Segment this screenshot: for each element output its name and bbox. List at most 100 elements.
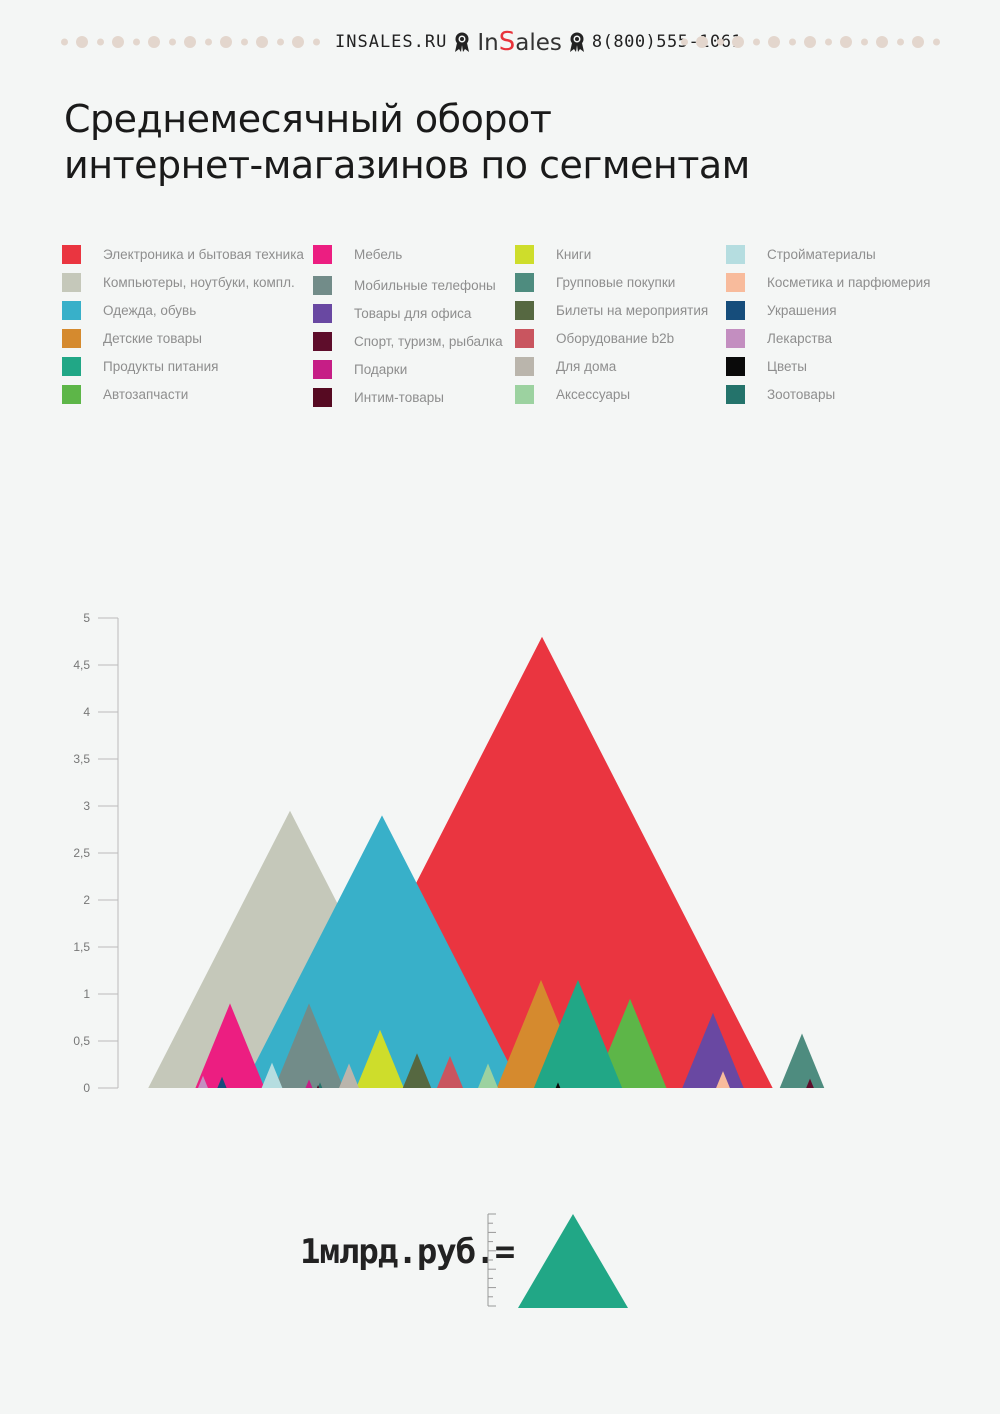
legend-label: Оборудование b2b xyxy=(556,331,675,346)
decorative-dot xyxy=(896,38,904,46)
decorative-dots-left xyxy=(60,36,325,48)
decorative-dot xyxy=(696,36,708,48)
triangle-mark xyxy=(305,1079,313,1088)
decorative-dot xyxy=(60,38,68,46)
ribbon-medal-icon xyxy=(455,32,470,52)
triangle-mark xyxy=(716,1071,730,1088)
decorative-dot xyxy=(132,38,140,46)
triangle-mark xyxy=(533,979,623,1088)
y-tick-label: 4 xyxy=(83,705,90,719)
decorative-dot xyxy=(184,36,196,48)
legend-label: Аксессуары xyxy=(556,387,631,402)
decorative-dot xyxy=(96,38,104,46)
decorative-dot xyxy=(804,36,816,48)
legend-swatch xyxy=(313,276,332,295)
legend-swatch xyxy=(62,357,81,376)
legend-label: Групповые покупки xyxy=(556,275,676,290)
logo-part-ales: ales xyxy=(515,30,562,56)
legend-item: Лекарства xyxy=(726,329,832,348)
y-tick-label: 5 xyxy=(83,611,90,625)
logo-part-in: In xyxy=(477,30,499,56)
y-tick-label: 1,5 xyxy=(73,940,90,954)
decorative-dot xyxy=(680,38,688,46)
triangle-mark xyxy=(198,1075,208,1088)
legend-label: Украшения xyxy=(767,303,837,318)
decorative-dot xyxy=(768,36,780,48)
legend-item: Для дома xyxy=(515,357,616,376)
decorative-dot xyxy=(168,38,176,46)
decorative-dot xyxy=(240,38,248,46)
legend-swatch xyxy=(313,245,332,264)
decorative-dot xyxy=(876,36,888,48)
legend-item: Стройматериалы xyxy=(726,245,876,264)
legend-label: Подарки xyxy=(354,362,408,377)
legend-swatch xyxy=(726,329,745,348)
legend-item: Зоотовары xyxy=(726,385,835,404)
decorative-dot xyxy=(112,36,124,48)
triangle-mark xyxy=(195,1003,265,1088)
logo-part-s: S xyxy=(498,27,516,57)
legend-item: Билеты на мероприятия xyxy=(515,301,708,320)
legend-label: Автозапчасти xyxy=(103,387,189,402)
legend-item: Книги xyxy=(515,245,591,264)
legend-item: Детские товары xyxy=(62,329,202,348)
legend-swatch xyxy=(726,245,745,264)
scale-triangle xyxy=(518,1214,628,1308)
legend-label: Для дома xyxy=(556,359,617,374)
legend-label: Косметика и парфюмерия xyxy=(767,275,931,290)
legend-label: Лекарства xyxy=(767,331,833,346)
triangle-mark xyxy=(478,1063,498,1088)
legend-swatch xyxy=(515,301,534,320)
legend-label: Мобильные телефоны xyxy=(354,278,496,293)
legend-item: Автозапчасти xyxy=(62,385,188,404)
legend-label: Стройматериалы xyxy=(767,247,876,262)
site-link[interactable]: INSALES.RU xyxy=(335,32,448,52)
triangle-mark xyxy=(317,1082,323,1088)
decorative-dot xyxy=(840,36,852,48)
legend-swatch xyxy=(515,329,534,348)
legend-swatch xyxy=(726,385,745,404)
legend-item: Подарки xyxy=(313,360,407,379)
legend-item: Одежда, обувь xyxy=(62,301,196,320)
y-tick-label: 2,5 xyxy=(73,846,90,860)
legend-label: Билеты на мероприятия xyxy=(556,303,709,318)
triangle-mark xyxy=(217,1076,227,1088)
y-tick-label: 1 xyxy=(83,987,90,1001)
legend-swatch xyxy=(62,273,81,292)
legend-swatch xyxy=(62,301,81,320)
legend-swatch xyxy=(515,273,534,292)
legend-swatch xyxy=(313,388,332,407)
legend-swatch xyxy=(313,304,332,323)
ribbon-medal-icon xyxy=(569,32,584,52)
legend-item: Мобильные телефоны xyxy=(313,276,496,295)
legend-label: Одежда, обувь xyxy=(103,303,197,318)
chart-svg: 0 0,5 1 1,5 2 2,5 3 3,5 4 4,5 5 xyxy=(73,611,825,1095)
legend-item: Цветы xyxy=(726,357,807,376)
y-tick-label: 0,5 xyxy=(73,1034,90,1048)
title-line-1: Среднемесячный оборот xyxy=(64,97,552,141)
legend-item: Мебель xyxy=(313,245,402,264)
legend-item: Товары для офиса xyxy=(313,304,471,323)
decorative-dot xyxy=(716,38,724,46)
scale-label: 1млрд.руб.= xyxy=(300,1232,515,1272)
triangle-mark xyxy=(779,1033,825,1088)
triangle-mark xyxy=(555,1082,561,1088)
legend-item: Групповые покупки xyxy=(515,273,675,292)
legend-label: Компьютеры, ноутбуки, компл. xyxy=(103,275,295,290)
scale-svg xyxy=(487,1213,628,1308)
legend-label: Спорт, туризм, рыбалка xyxy=(354,334,503,349)
decorative-dots-right xyxy=(680,36,940,48)
decorative-dot xyxy=(788,38,796,46)
decorative-dot xyxy=(292,36,304,48)
legend-item: Оборудование b2b xyxy=(515,329,674,348)
legend-swatch xyxy=(313,360,332,379)
legend-item: Электроника и бытовая техника xyxy=(62,245,304,264)
triangle-chart: 0 0,5 1 1,5 2 2,5 3 3,5 4 4,5 5 xyxy=(0,600,1000,1110)
legend-swatch xyxy=(62,245,81,264)
y-tick-label: 4,5 xyxy=(73,658,90,672)
decorative-dot xyxy=(752,38,760,46)
legend: Электроника и бытовая техника Компьютеры,… xyxy=(62,240,962,420)
decorative-dot xyxy=(220,36,232,48)
triangle-mark xyxy=(261,1062,283,1088)
